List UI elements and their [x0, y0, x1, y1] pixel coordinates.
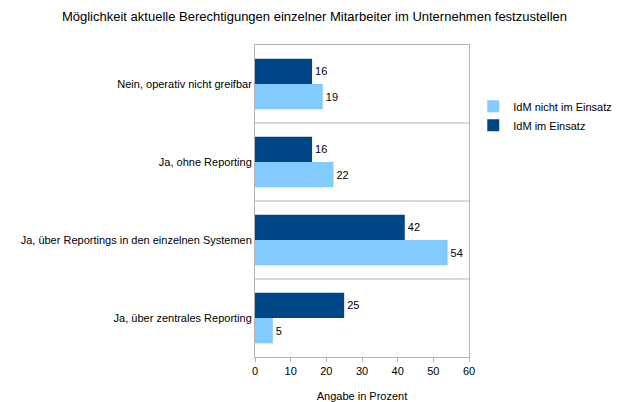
svg-text:Ja, über zentrales Reporting: Ja, über zentrales Reporting	[114, 312, 252, 324]
svg-text:IdM nicht im Einsatz: IdM nicht im Einsatz	[513, 101, 611, 113]
svg-text:20: 20	[320, 365, 332, 377]
svg-text:16: 16	[315, 65, 327, 77]
svg-text:IdM im Einsatz: IdM im Einsatz	[513, 120, 585, 132]
svg-text:Angabe in Prozent: Angabe in Prozent	[317, 390, 408, 402]
svg-text:25: 25	[347, 299, 359, 311]
svg-text:22: 22	[336, 169, 348, 181]
svg-text:10: 10	[285, 365, 297, 377]
svg-text:16: 16	[315, 143, 327, 155]
svg-text:60: 60	[463, 365, 475, 377]
svg-text:5: 5	[276, 325, 282, 337]
svg-text:30: 30	[356, 365, 368, 377]
svg-text:54: 54	[451, 247, 463, 259]
svg-text:0: 0	[252, 365, 258, 377]
svg-text:42: 42	[408, 221, 420, 233]
svg-text:19: 19	[326, 91, 338, 103]
svg-text:Ja, ohne Reporting: Ja, ohne Reporting	[159, 156, 252, 168]
svg-text:Nein, operativ nicht greifbar: Nein, operativ nicht greifbar	[117, 78, 252, 90]
svg-text:Ja, über Reportings in den ein: Ja, über Reportings in den einzelnen Sys…	[21, 234, 252, 246]
svg-text:50: 50	[427, 365, 439, 377]
svg-text:40: 40	[392, 365, 404, 377]
svg-text:Möglichkeit aktuelle Berechtig: Möglichkeit aktuelle Berechtigungen einz…	[62, 9, 567, 24]
